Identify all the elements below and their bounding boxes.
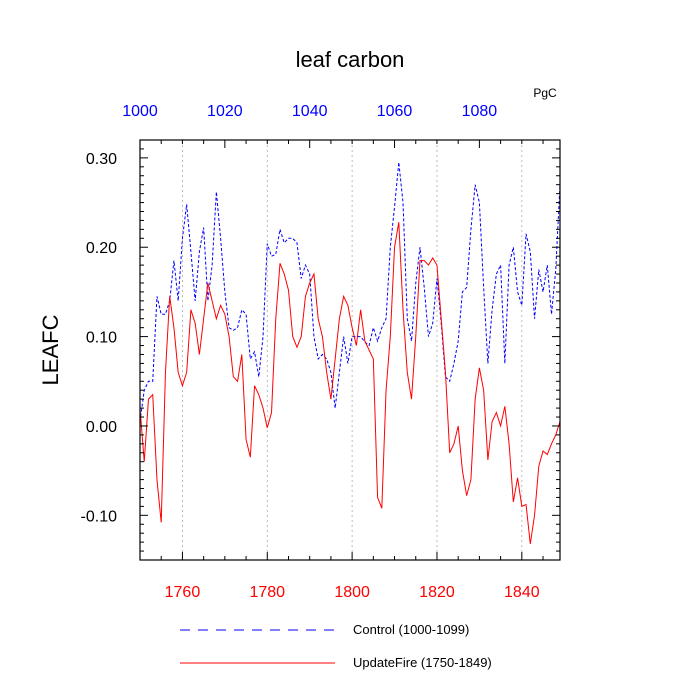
series-line-control	[139, 162, 561, 422]
y-tick-label: -0.10	[81, 508, 118, 525]
y-tick-label: 0.00	[86, 419, 117, 436]
x-tick-label-top: 1000	[122, 103, 158, 120]
series-line-updatefire	[139, 222, 561, 544]
x-tick-label-top: 1020	[207, 103, 243, 120]
y-tick-label: 0.10	[86, 330, 117, 347]
chart-title: leaf carbon	[296, 47, 405, 72]
x-tick-label-bottom: 1820	[419, 584, 455, 601]
x-tick-label-bottom: 1780	[249, 584, 285, 601]
plot-frame	[139, 139, 561, 561]
y-tick-label: 0.30	[86, 151, 117, 168]
x-tick-label-top: 1060	[377, 103, 413, 120]
x-tick-label-bottom: 1760	[165, 584, 201, 601]
legend: Control (1000-1099) UpdateFire (1750-184…	[180, 622, 492, 670]
series-layer	[139, 162, 561, 544]
units-label: PgC	[533, 86, 557, 100]
y-tick-label: 0.20	[86, 240, 117, 257]
tick-labels: 1760 1780 1800 1820 1840 1000 1020 1040 1060 1080…	[81, 103, 540, 601]
x-tick-label-bottom: 1840	[504, 584, 540, 601]
grid-lines	[182, 140, 523, 560]
ticks	[139, 139, 560, 561]
legend-label-control: Control (1000-1099)	[353, 622, 469, 637]
x-tick-label-bottom: 1800	[334, 584, 370, 601]
x-tick-label-top: 1040	[292, 103, 328, 120]
x-tick-label-top: 1080	[462, 103, 498, 120]
y-axis-label: LEAFC	[38, 314, 63, 385]
legend-label-updatefire: UpdateFire (1750-1849)	[353, 655, 492, 670]
